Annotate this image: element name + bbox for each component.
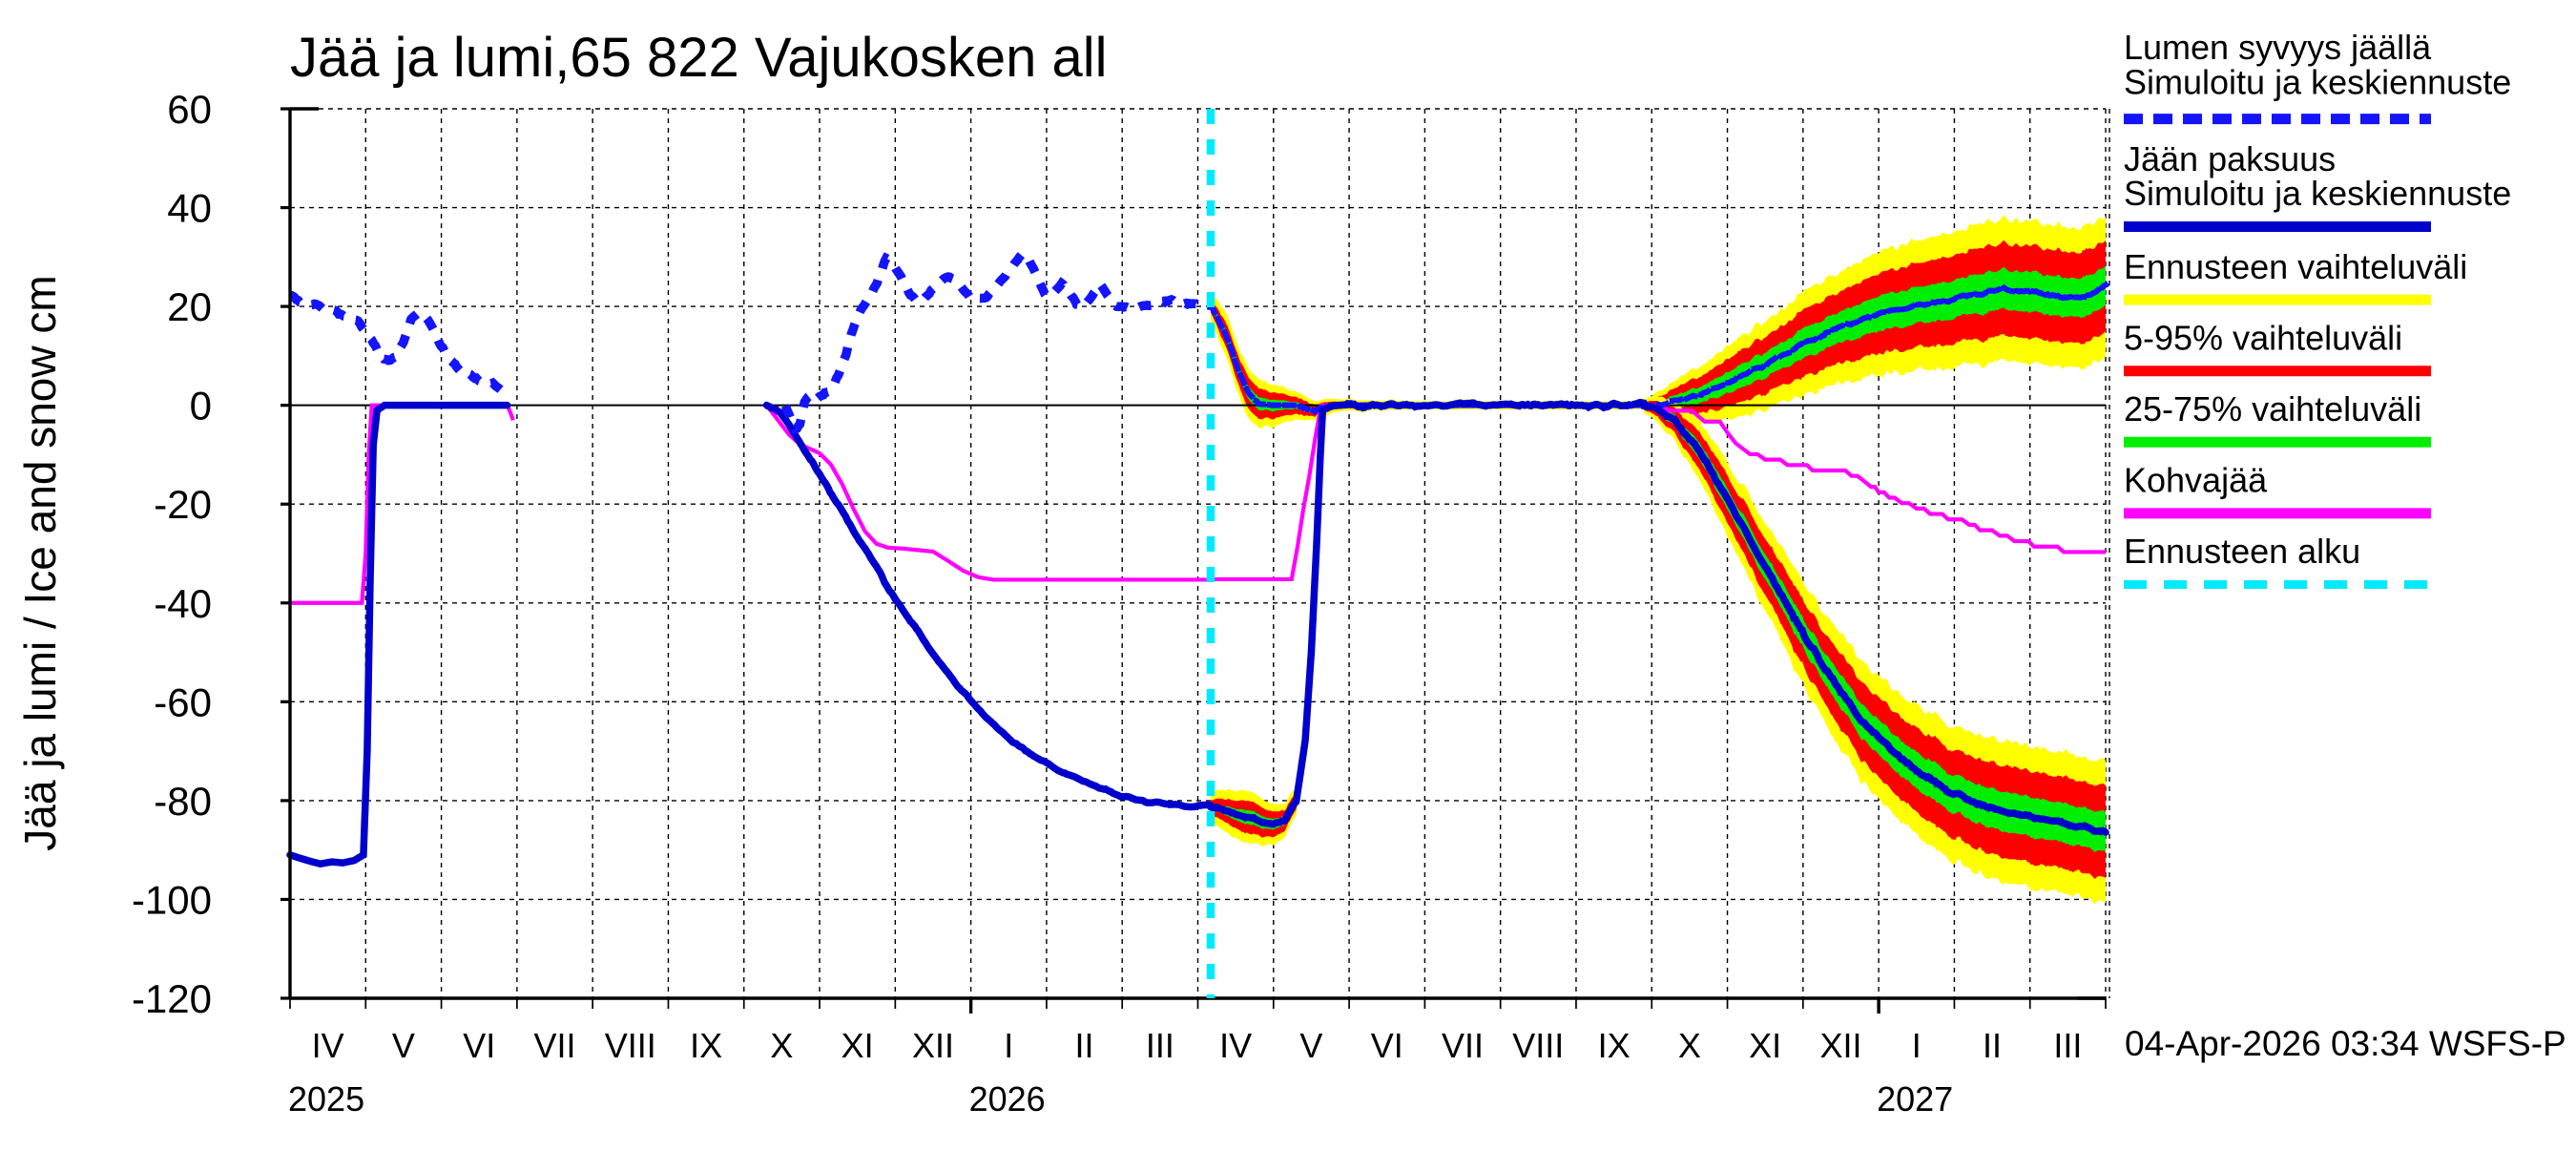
svg-text:Jää ja lumi,65 822 Vajukosken: Jää ja lumi,65 822 Vajukosken all <box>290 27 1108 89</box>
svg-text:2026: 2026 <box>969 1079 1046 1119</box>
svg-text:X: X <box>1678 1026 1701 1065</box>
svg-text:I: I <box>1004 1026 1013 1065</box>
svg-text:Ennusteen vaihteluväli: Ennusteen vaihteluväli <box>2124 247 2467 286</box>
svg-text:VIII: VIII <box>605 1026 656 1065</box>
svg-text:X: X <box>770 1026 793 1065</box>
svg-text:Jään paksuus: Jään paksuus <box>2124 139 2336 178</box>
svg-text:IV: IV <box>1219 1026 1252 1065</box>
svg-text:VIII: VIII <box>1512 1026 1564 1065</box>
svg-text:5-95% vaihteluväli: 5-95% vaihteluväli <box>2124 318 2402 357</box>
svg-text:V: V <box>1299 1026 1322 1065</box>
svg-text:-40: -40 <box>154 581 212 626</box>
svg-text:VII: VII <box>1442 1026 1484 1065</box>
svg-text:0: 0 <box>190 384 212 429</box>
svg-text:Simuloitu ja keskiennuste: Simuloitu ja keskiennuste <box>2124 174 2511 213</box>
svg-text:VII: VII <box>534 1026 576 1065</box>
svg-text:-20: -20 <box>154 482 212 527</box>
svg-text:Ennusteen alku: Ennusteen alku <box>2124 532 2360 571</box>
svg-text:XII: XII <box>1819 1026 1861 1065</box>
svg-text:Simuloitu ja keskiennuste: Simuloitu ja keskiennuste <box>2124 62 2511 101</box>
svg-text:20: 20 <box>167 284 212 329</box>
svg-text:VI: VI <box>463 1026 495 1065</box>
svg-text:XI: XI <box>1749 1026 1781 1065</box>
svg-text:III: III <box>1146 1026 1174 1065</box>
svg-text:V: V <box>392 1026 415 1065</box>
svg-text:Kohvajää: Kohvajää <box>2124 461 2268 500</box>
svg-text:II: II <box>1983 1026 2002 1065</box>
svg-text:XII: XII <box>912 1026 954 1065</box>
svg-text:II: II <box>1075 1026 1094 1065</box>
svg-text:III: III <box>2053 1026 2082 1065</box>
svg-text:-80: -80 <box>154 779 212 824</box>
svg-text:-60: -60 <box>154 680 212 724</box>
svg-text:IX: IX <box>690 1026 722 1065</box>
svg-text:-120: -120 <box>132 976 212 1021</box>
svg-text:Jää ja lumi / Ice and snow: Jää ja lumi / Ice and snow cm <box>15 275 65 850</box>
svg-text:VI: VI <box>1371 1026 1403 1065</box>
svg-text:2027: 2027 <box>1877 1079 1953 1119</box>
svg-text:25-75% vaihteluväli: 25-75% vaihteluväli <box>2124 389 2421 429</box>
svg-text:2025: 2025 <box>288 1079 364 1119</box>
svg-text:I: I <box>1912 1026 1922 1065</box>
svg-text:XI: XI <box>841 1026 874 1065</box>
svg-text:Lumen syvyys jäällä: Lumen syvyys jäällä <box>2124 28 2432 67</box>
svg-text:04-Apr-2026 03:34 WSFS-P: 04-Apr-2026 03:34 WSFS-P <box>2125 1024 2566 1063</box>
svg-text:-100: -100 <box>132 877 212 922</box>
svg-text:IV: IV <box>312 1026 344 1065</box>
svg-text:60: 60 <box>167 87 212 132</box>
svg-text:40: 40 <box>167 186 212 231</box>
svg-text:IX: IX <box>1598 1026 1631 1065</box>
